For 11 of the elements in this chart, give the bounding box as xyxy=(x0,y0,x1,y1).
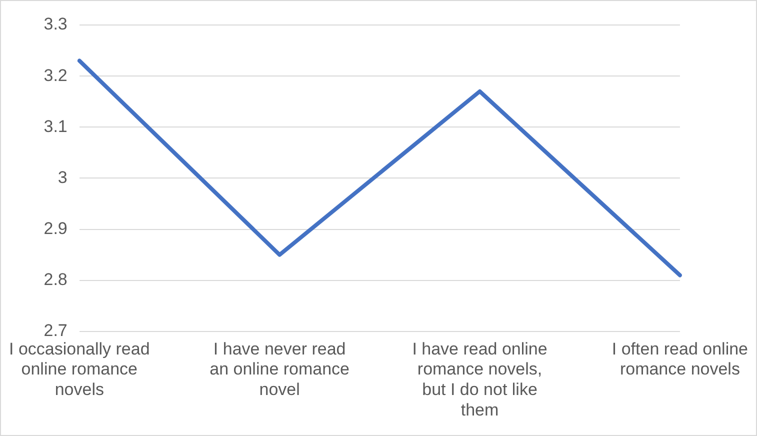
x-tick-label: I have never read an online romance novel xyxy=(210,339,350,400)
y-tick-label: 2.8 xyxy=(44,270,68,290)
y-tick-label: 3.3 xyxy=(44,14,68,34)
x-tick-label: I have read online romance novels, but I do not like them xyxy=(412,339,548,420)
x-tick-label: I occasionally read online romance novels xyxy=(8,339,150,400)
y-tick-label: 2.9 xyxy=(44,218,68,238)
y-tick-label: 3 xyxy=(58,168,68,187)
y-tick-label: 3.1 xyxy=(44,116,68,136)
y-tick-label: 3.2 xyxy=(44,66,68,85)
x-tick-label: I often read online romance novels xyxy=(612,339,748,379)
y-tick-label: 2.7 xyxy=(44,321,68,340)
